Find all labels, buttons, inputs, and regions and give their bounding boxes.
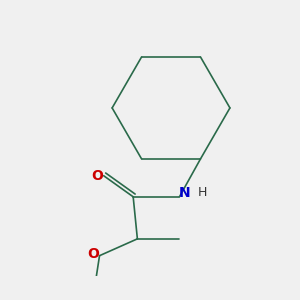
Text: O: O (92, 169, 104, 183)
Text: O: O (87, 247, 99, 261)
Text: H: H (198, 186, 207, 199)
Text: N: N (179, 186, 190, 200)
